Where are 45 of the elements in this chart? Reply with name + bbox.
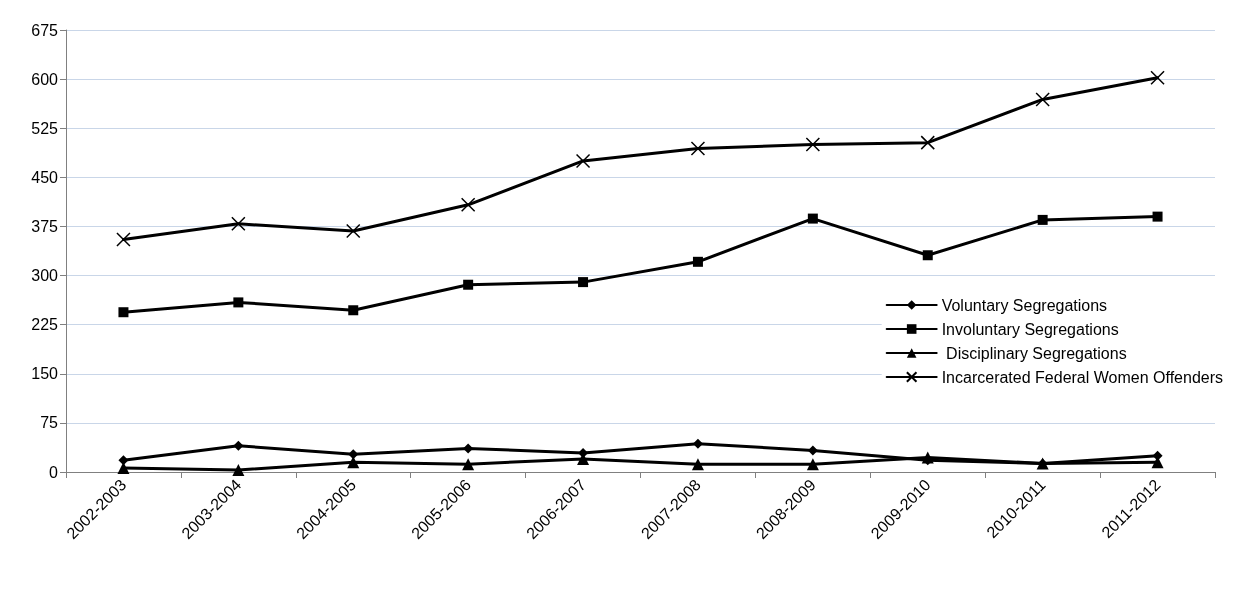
legend-label: Voluntary Segregations — [941, 296, 1108, 314]
point — [118, 455, 129, 466]
point — [691, 458, 704, 471]
point — [806, 458, 819, 471]
point — [348, 449, 359, 460]
y-tick-label: 600 — [31, 70, 59, 88]
point — [922, 250, 933, 261]
y-tick-label: 0 — [49, 463, 59, 481]
point — [1035, 92, 1050, 107]
point — [692, 438, 703, 449]
point — [462, 458, 475, 471]
point — [346, 223, 361, 239]
y-tick-label: 75 — [40, 414, 59, 432]
point — [807, 213, 818, 224]
point — [233, 297, 244, 308]
point — [575, 153, 591, 169]
point — [231, 216, 246, 232]
point — [807, 445, 818, 456]
point — [692, 256, 703, 267]
point — [690, 141, 706, 156]
point — [578, 277, 589, 288]
point — [1150, 70, 1165, 86]
y-tick-label: 525 — [31, 119, 59, 137]
point — [116, 232, 131, 247]
y-tick-label: 450 — [31, 168, 59, 186]
y-tick-label: 375 — [31, 217, 59, 235]
point — [1037, 214, 1048, 225]
point — [463, 279, 474, 290]
point — [232, 464, 245, 477]
legend-label: Incarcerated Federal Women Offenders — [941, 368, 1223, 386]
point — [921, 451, 934, 464]
point — [1152, 211, 1163, 222]
legend-label: Disciplinary Segregations — [941, 344, 1127, 362]
y-tick-label: 675 — [31, 21, 59, 39]
point — [463, 443, 474, 454]
point — [805, 137, 821, 152]
y-tick-label: 150 — [31, 365, 59, 383]
legend-label: Involuntary Segregations — [941, 320, 1119, 338]
point — [460, 197, 476, 213]
y-tick-label: 300 — [31, 267, 59, 285]
y-tick-label: 225 — [31, 316, 59, 334]
point — [920, 135, 935, 150]
point — [348, 305, 359, 316]
point — [233, 440, 244, 451]
point — [118, 307, 129, 318]
